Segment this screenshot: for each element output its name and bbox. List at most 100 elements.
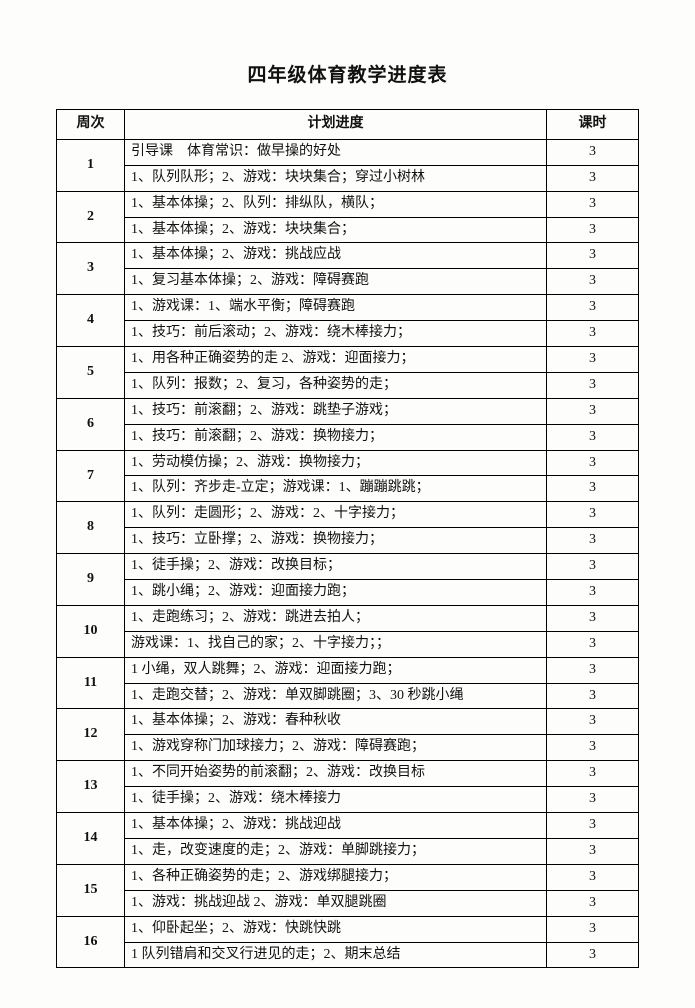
hours-cell: 3	[547, 813, 639, 839]
table-row: 61、技巧：前滚翻；2、游戏：跳垫子游戏；3	[57, 398, 639, 424]
table-header-row: 周次 计划进度 课时	[57, 110, 639, 140]
plan-cell: 1、游戏穿称门加球接力；2、游戏：障碍赛跑；	[125, 735, 547, 761]
table-row: 1、技巧：前滚翻；2、游戏：换物接力；3	[57, 424, 639, 450]
table-row: 91、徒手操；2、游戏：改换目标；3	[57, 554, 639, 580]
table-row: 71、劳动模仿操；2、游戏：换物接力；3	[57, 450, 639, 476]
plan-cell: 1、基本体操；2、游戏：挑战应战	[125, 243, 547, 269]
table-row: 31、基本体操；2、游戏：挑战应战3	[57, 243, 639, 269]
week-cell: 2	[57, 191, 125, 243]
table-row: 1、徒手操；2、游戏：绕木棒接力3	[57, 787, 639, 813]
week-cell: 10	[57, 605, 125, 657]
schedule-table: 周次 计划进度 课时 1引导课 体育常识：做早操的好处31、队列队形；2、游戏：…	[56, 109, 639, 968]
table-row: 141、基本体操；2、游戏：挑战迎战3	[57, 813, 639, 839]
hours-cell: 3	[547, 398, 639, 424]
table-row: 1、跳小绳；2、游戏：迎面接力跑；3	[57, 580, 639, 606]
plan-cell: 1、技巧：前后滚动；2、游戏：绕木棒接力；	[125, 321, 547, 347]
plan-cell: 1 小绳，双人跳舞；2、游戏：迎面接力跑；	[125, 657, 547, 683]
plan-cell: 1、技巧：前滚翻；2、游戏：换物接力；	[125, 424, 547, 450]
table-row: 81、队列：走圆形；2、游戏：2、十字接力；3	[57, 502, 639, 528]
table-row: 1、游戏：挑战迎战 2、游戏：单双腿跳圈3	[57, 890, 639, 916]
plan-cell: 1、队列：走圆形；2、游戏：2、十字接力；	[125, 502, 547, 528]
week-cell: 6	[57, 398, 125, 450]
hours-cell: 3	[547, 916, 639, 942]
hours-cell: 3	[547, 372, 639, 398]
plan-cell: 1 队列错肩和交叉行进见的走；2、期末总结	[125, 942, 547, 968]
table-row: 51、用各种正确姿势的走 2、游戏：迎面接力；3	[57, 347, 639, 373]
table-row: 161、仰卧起坐；2、游戏：快跳快跳3	[57, 916, 639, 942]
hours-cell: 3	[547, 502, 639, 528]
table-row: 1、游戏穿称门加球接力；2、游戏：障碍赛跑；3	[57, 735, 639, 761]
table-row: 1、队列：报数；2、复习，各种姿势的走；3	[57, 372, 639, 398]
table-row: 21、基本体操；2、队列：排纵队，横队；3	[57, 191, 639, 217]
table-row: 1、复习基本体操；2、游戏：障碍赛跑3	[57, 269, 639, 295]
hours-cell: 3	[547, 139, 639, 165]
week-cell: 15	[57, 864, 125, 916]
plan-cell: 1、用各种正确姿势的走 2、游戏：迎面接力；	[125, 347, 547, 373]
plan-cell: 1、徒手操；2、游戏：改换目标；	[125, 554, 547, 580]
hours-cell: 3	[547, 657, 639, 683]
week-cell: 14	[57, 813, 125, 865]
week-cell: 11	[57, 657, 125, 709]
hours-cell: 3	[547, 347, 639, 373]
hours-cell: 3	[547, 787, 639, 813]
table-row: 151、各种正确姿势的走；2、游戏绑腿接力；3	[57, 864, 639, 890]
plan-cell: 1、徒手操；2、游戏：绕木棒接力	[125, 787, 547, 813]
table-row: 131、不同开始姿势的前滚翻；2、游戏：改换目标3	[57, 761, 639, 787]
table-body: 1引导课 体育常识：做早操的好处31、队列队形；2、游戏：块块集合；穿过小树林3…	[57, 139, 639, 968]
hours-cell: 3	[547, 528, 639, 554]
plan-cell: 1、基本体操；2、游戏：挑战迎战	[125, 813, 547, 839]
plan-cell: 1、队列：报数；2、复习，各种姿势的走；	[125, 372, 547, 398]
table-row: 1引导课 体育常识：做早操的好处3	[57, 139, 639, 165]
plan-cell: 1、不同开始姿势的前滚翻；2、游戏：改换目标	[125, 761, 547, 787]
hours-cell: 3	[547, 165, 639, 191]
hours-cell: 3	[547, 631, 639, 657]
week-cell: 16	[57, 916, 125, 968]
week-cell: 7	[57, 450, 125, 502]
week-cell: 5	[57, 347, 125, 399]
hours-cell: 3	[547, 424, 639, 450]
week-cell: 4	[57, 295, 125, 347]
col-header-hours: 课时	[547, 110, 639, 140]
table-row: 1、走，改变速度的走；2、游戏：单脚跳接力；3	[57, 838, 639, 864]
week-cell: 9	[57, 554, 125, 606]
page-title: 四年级体育教学进度表	[56, 60, 639, 87]
week-cell: 1	[57, 139, 125, 191]
plan-cell: 1、队列：齐步走-立定；游戏课：1、蹦蹦跳跳；	[125, 476, 547, 502]
hours-cell: 3	[547, 580, 639, 606]
hours-cell: 3	[547, 554, 639, 580]
plan-cell: 1、仰卧起坐；2、游戏：快跳快跳	[125, 916, 547, 942]
table-row: 111 小绳，双人跳舞；2、游戏：迎面接力跑；3	[57, 657, 639, 683]
hours-cell: 3	[547, 890, 639, 916]
plan-cell: 1、走跑交替；2、游戏：单双脚跳圈；3、30 秒跳小绳	[125, 683, 547, 709]
hours-cell: 3	[547, 864, 639, 890]
table-row: 1、技巧：立卧撑；2、游戏：换物接力；3	[57, 528, 639, 554]
table-row: 1、队列：齐步走-立定；游戏课：1、蹦蹦跳跳；3	[57, 476, 639, 502]
hours-cell: 3	[547, 269, 639, 295]
plan-cell: 1、游戏：挑战迎战 2、游戏：单双腿跳圈	[125, 890, 547, 916]
plan-cell: 引导课 体育常识：做早操的好处	[125, 139, 547, 165]
hours-cell: 3	[547, 683, 639, 709]
table-row: 1 队列错肩和交叉行进见的走；2、期末总结3	[57, 942, 639, 968]
plan-cell: 1、队列队形；2、游戏：块块集合；穿过小树林	[125, 165, 547, 191]
plan-cell: 1、技巧：立卧撑；2、游戏：换物接力；	[125, 528, 547, 554]
hours-cell: 3	[547, 450, 639, 476]
hours-cell: 3	[547, 838, 639, 864]
plan-cell: 1、基本体操；2、队列：排纵队，横队；	[125, 191, 547, 217]
table-head: 周次 计划进度 课时	[57, 110, 639, 140]
week-cell: 8	[57, 502, 125, 554]
week-cell: 3	[57, 243, 125, 295]
col-header-plan: 计划进度	[125, 110, 547, 140]
table-row: 1、走跑交替；2、游戏：单双脚跳圈；3、30 秒跳小绳3	[57, 683, 639, 709]
hours-cell: 3	[547, 942, 639, 968]
hours-cell: 3	[547, 476, 639, 502]
table-row: 101、走跑练习；2、游戏：跳进去拍人；3	[57, 605, 639, 631]
hours-cell: 3	[547, 191, 639, 217]
hours-cell: 3	[547, 605, 639, 631]
week-cell: 13	[57, 761, 125, 813]
col-header-week: 周次	[57, 110, 125, 140]
hours-cell: 3	[547, 295, 639, 321]
table-row: 1、技巧：前后滚动；2、游戏：绕木棒接力；3	[57, 321, 639, 347]
table-row: 1、队列队形；2、游戏：块块集合；穿过小树林3	[57, 165, 639, 191]
table-row: 41、游戏课：1、端水平衡；障碍赛跑3	[57, 295, 639, 321]
week-cell: 12	[57, 709, 125, 761]
